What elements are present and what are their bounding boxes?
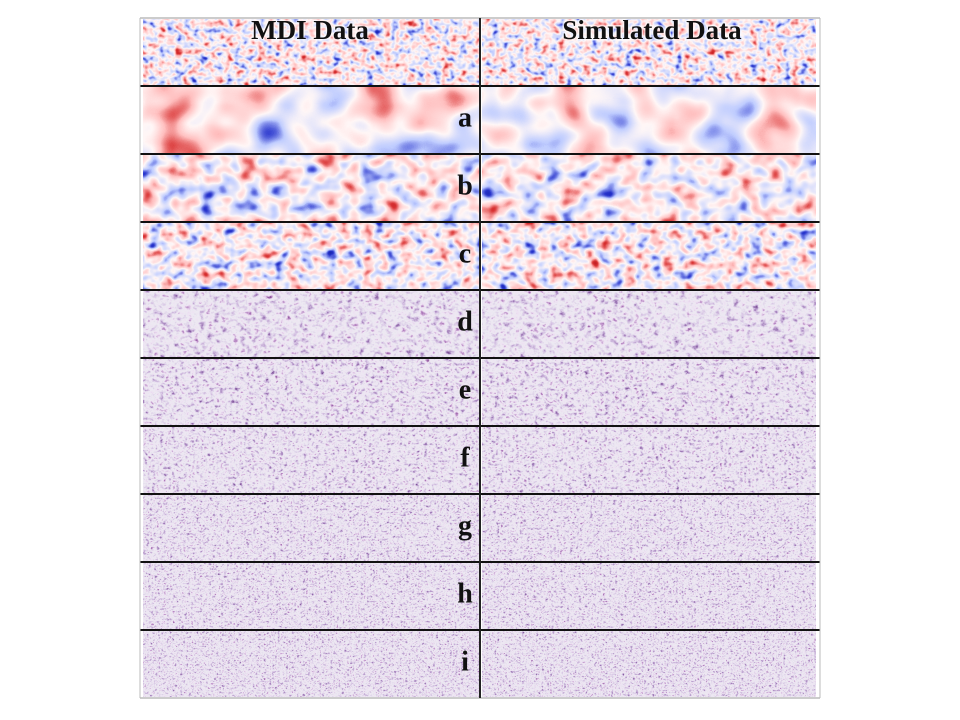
- panel-image: [482, 87, 816, 153]
- row-label: i: [461, 646, 469, 677]
- column-header: Simulated Data: [562, 15, 742, 45]
- row-label: e: [459, 374, 471, 405]
- panel-image: [482, 359, 816, 425]
- grid-lines: [139, 17, 821, 699]
- panel-image: [482, 563, 816, 629]
- panel-image: [143, 359, 479, 425]
- column-header: MDI Data: [251, 15, 369, 45]
- panel-image: [482, 223, 816, 289]
- panel-image: [143, 223, 479, 289]
- panel-image: [143, 19, 479, 85]
- row-label: f: [460, 442, 470, 473]
- row-label: d: [457, 306, 473, 337]
- panel-image: [143, 427, 479, 493]
- panels: [143, 19, 816, 697]
- panel-image: [482, 495, 816, 561]
- panel-image: [482, 155, 816, 221]
- row-label: g: [458, 510, 472, 541]
- panel-image: [482, 19, 816, 85]
- row-label: c: [459, 238, 471, 269]
- panel-image: [143, 87, 479, 153]
- row-label: h: [457, 578, 473, 609]
- panel-image: [482, 291, 816, 357]
- panel-image: [143, 563, 479, 629]
- panel-image: [143, 155, 479, 221]
- row-label: b: [457, 170, 473, 201]
- panel-image: [143, 631, 479, 697]
- panel-image: [482, 631, 816, 697]
- row-label: a: [458, 102, 472, 133]
- panel-image: [482, 427, 816, 493]
- panel-image: [143, 291, 479, 357]
- panel-image: [143, 495, 479, 561]
